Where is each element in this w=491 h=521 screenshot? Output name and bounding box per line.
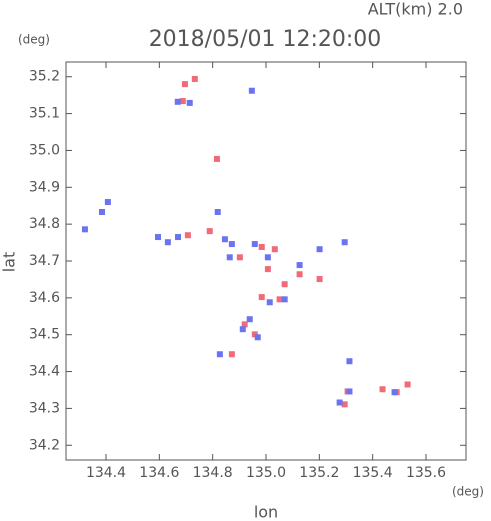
echo-point (179, 98, 186, 105)
y-tick-label: 35.1 (29, 106, 60, 122)
echo-point (336, 399, 343, 406)
echo-point (341, 239, 348, 246)
echo-point (346, 358, 353, 365)
echo-point (181, 81, 188, 88)
echo-point (104, 199, 111, 206)
x-tick-label: 134.4 (86, 465, 126, 481)
y-tick-label: 34.7 (29, 253, 60, 269)
chart-subtitle: ALT(km) 2.0 (368, 0, 463, 19)
echo-point (81, 226, 88, 233)
y-unit: (deg) (18, 33, 50, 47)
echo-point (186, 99, 193, 106)
y-tick-label: 34.4 (29, 364, 60, 380)
echo-point (264, 254, 271, 261)
x-tick-label: 135.4 (353, 465, 393, 481)
echo-point (346, 388, 353, 395)
echo-point (213, 155, 220, 162)
x-tick-label: 134.8 (193, 465, 233, 481)
echo-point (281, 281, 288, 288)
y-tick-label: 35.0 (29, 142, 60, 158)
x-tick-label: 134.6 (139, 465, 179, 481)
echo-point (164, 239, 171, 246)
echo-point (248, 87, 255, 94)
echo-point (174, 98, 181, 105)
echo-point (266, 299, 273, 306)
x-axis-label: lon (254, 503, 278, 521)
echo-point (239, 326, 246, 333)
echo-point (258, 243, 265, 250)
x-tick-label: 135.2 (299, 465, 339, 481)
echo-point (228, 241, 235, 248)
chart-title: 2018/05/01 12:20:00 (149, 27, 382, 52)
y-tick-label: 34.8 (29, 216, 60, 232)
echo-point (391, 389, 398, 396)
echo-point (241, 321, 248, 328)
echo-point (379, 386, 386, 393)
echo-point (99, 208, 105, 215)
echo-point (216, 351, 223, 358)
echo-point (184, 232, 191, 239)
y-tick-label: 34.2 (29, 437, 60, 453)
y-tick-label: 34.5 (29, 327, 60, 343)
echo-point (264, 266, 271, 273)
echo-point (228, 351, 235, 358)
echo-point (251, 241, 258, 248)
echo-point (296, 271, 303, 278)
echo-point (281, 296, 288, 303)
echo-point (226, 254, 233, 261)
y-tick-label: 34.9 (29, 179, 60, 195)
echo-point (155, 234, 161, 241)
y-tick-label: 34.3 (29, 400, 60, 416)
y-axis-label: lat (0, 252, 19, 273)
y-tick-label: 34.6 (29, 290, 60, 306)
echo-point (341, 401, 348, 408)
echo-point (236, 254, 243, 261)
x-unit: (deg) (452, 485, 484, 499)
echo-point (175, 234, 181, 241)
echo-point (191, 75, 198, 82)
x-tick-label: 135.6 (406, 465, 446, 481)
y-tick-label: 35.2 (29, 69, 60, 85)
plot-frame (65, 61, 467, 461)
echo-point (246, 316, 253, 323)
echo-point (296, 262, 303, 269)
echo-point (316, 246, 323, 253)
echo-point (258, 294, 265, 301)
echo-point (276, 296, 283, 303)
echo-point (254, 334, 261, 341)
echo-point (271, 246, 278, 253)
x-tick-label: 135.0 (246, 465, 286, 481)
echo-point (404, 381, 411, 388)
echo-point (214, 208, 221, 215)
echo-point (221, 236, 228, 243)
echo-point (206, 228, 213, 235)
echo-point (316, 276, 323, 283)
